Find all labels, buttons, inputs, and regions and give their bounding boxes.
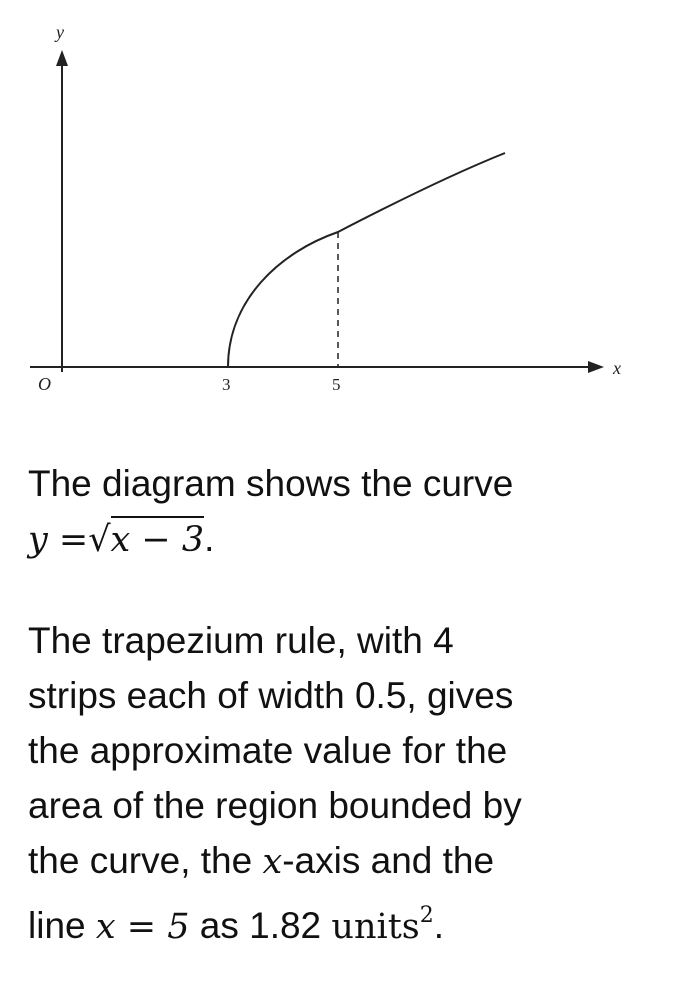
math-text: x − 3 (110, 516, 205, 560)
text-line: line x = 5 as 1.82 units2. (28, 888, 668, 947)
text: the curve, the (28, 840, 263, 881)
text: area of the region bounded by (28, 785, 522, 826)
x-arrow (588, 361, 604, 373)
math-text: x = 5 (95, 907, 190, 947)
x-label: x (612, 358, 621, 378)
math-text: 2 (419, 903, 434, 928)
math-text: y = (28, 520, 89, 560)
x-mark: 5 (332, 375, 341, 394)
math-text: x (262, 842, 283, 882)
text: The trapezium rule, with 4 (28, 620, 454, 661)
text-body: The diagram shows the curve y =√x − 3. The… (28, 456, 668, 990)
curve (227, 152, 506, 368)
text: strips each of width 0.5, gives (28, 675, 514, 716)
math-text: √ (88, 520, 111, 560)
origin-label: O (38, 374, 51, 394)
text-line: The trapezium rule, with 4 (28, 613, 668, 668)
diagram: y x O 3 5 (30, 22, 621, 394)
text: as 1.82 (189, 905, 332, 946)
math-text: units (331, 907, 420, 947)
text: -axis and the (282, 840, 495, 881)
text-line: The diagram shows the curve (28, 456, 668, 511)
text: the approximate value for the (28, 730, 508, 771)
y-arrow (56, 50, 68, 66)
y-label: y (54, 22, 64, 42)
text-line: the approximate value for the (28, 723, 668, 778)
text: . (433, 905, 445, 946)
text-line: the curve, the x-axis and the (28, 833, 668, 888)
text-line: area of the region bounded by (28, 778, 668, 833)
text: . (204, 518, 215, 559)
x-mark: 3 (222, 375, 231, 394)
text: The diagram shows the curve (28, 463, 514, 504)
paragraph: The trapezium rule, with 4 strips each of… (28, 613, 668, 947)
text-line: y =√x − 3. (28, 511, 668, 566)
paragraph: The diagram shows the curve y =√x − 3. (28, 456, 668, 566)
text-line: strips each of width 0.5, gives (28, 668, 668, 723)
text: line (28, 905, 96, 946)
